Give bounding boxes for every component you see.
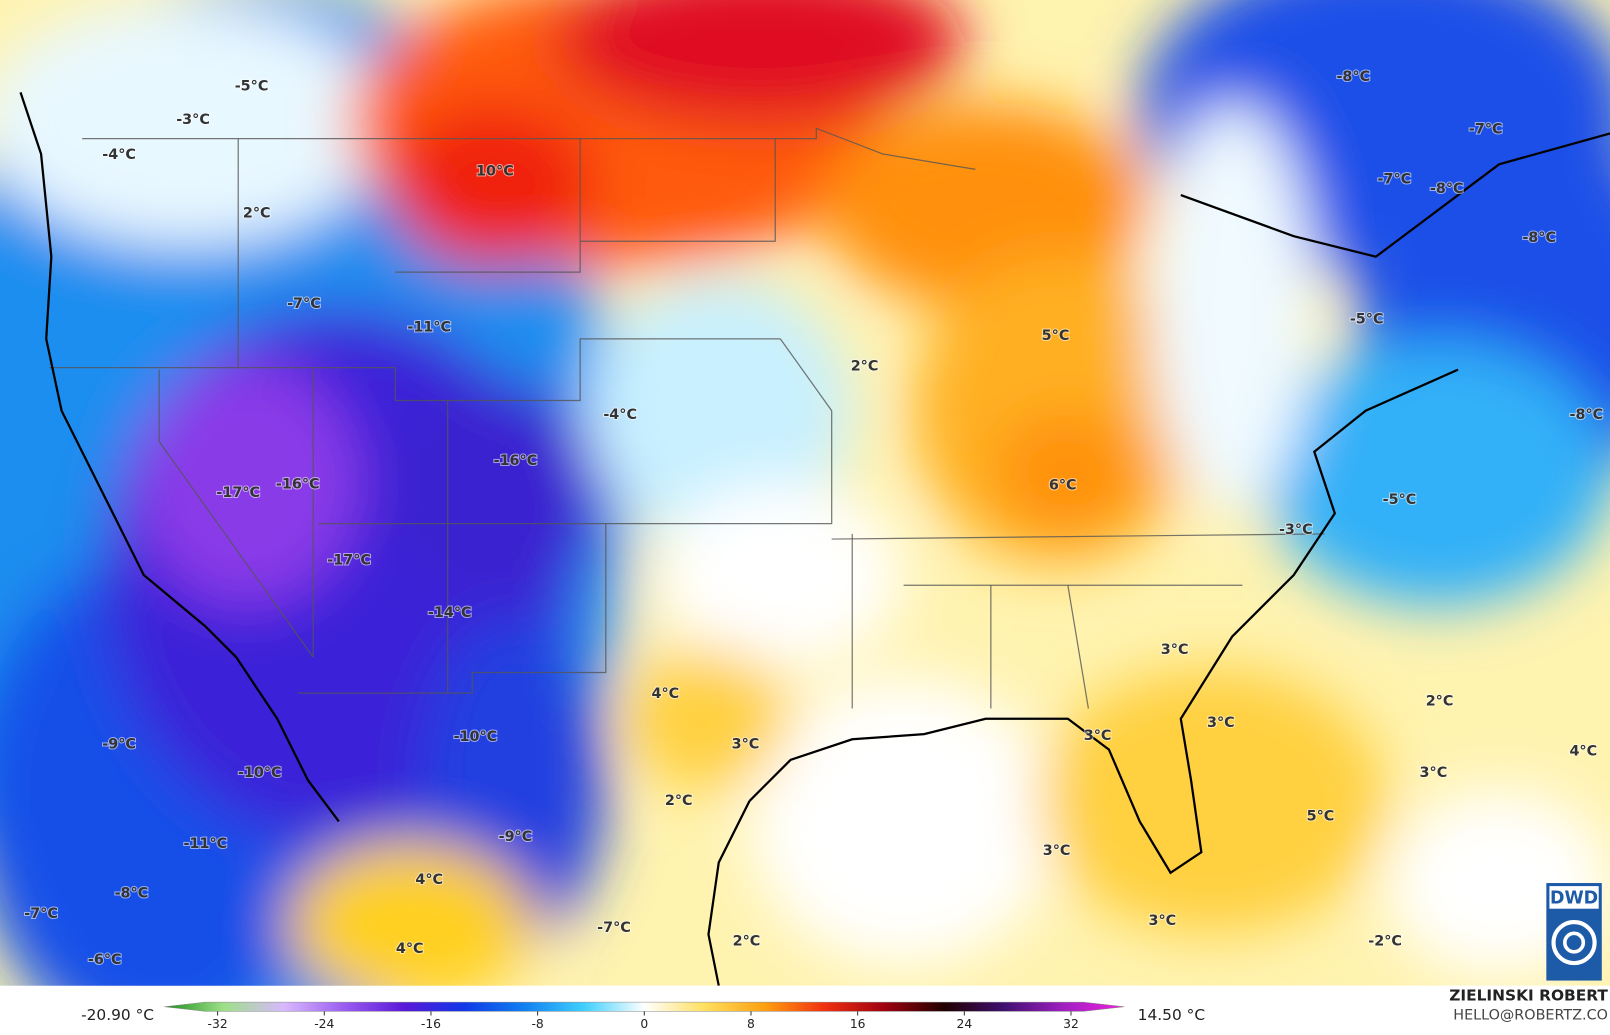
temperature-label: -3°C [1279,522,1313,538]
colorbar-tick-label: 24 [956,1017,972,1031]
coastlines [19,92,1610,986]
temperature-label: -4°C [603,407,637,423]
colorbar: -20.90 °C 14.50 °C -32 -24 -16 -8 0 8 16 24 32 [81,1001,1205,1031]
temperature-label: 10°C [476,163,514,179]
temperature-label: -6°C [88,952,122,968]
temperature-label: 3°C [1207,715,1235,731]
temperature-label: -7°C [1469,121,1503,137]
temperature-label: -8°C [1522,230,1556,246]
credit-contact: HELLO@ROBERTZ.CO [1453,1007,1608,1023]
temperature-label: -5°C [1383,492,1417,508]
temperature-label: 2°C [733,934,761,950]
temperature-label: -9°C [499,829,533,845]
colorbar-bar [164,1001,1125,1012]
temperature-label: -2°C [1368,934,1402,950]
temperature-label: -8°C [1570,407,1604,423]
temperature-label: -8°C [115,885,149,901]
temperature-label: -8°C [1336,69,1370,85]
temperature-label: 5°C [1307,808,1335,824]
temperature-label: -5°C [1350,311,1384,327]
colorbar-tick-label: -16 [421,1017,441,1031]
temperature-label: 2°C [665,793,693,809]
temperature-label: 3°C [732,736,760,752]
temperature-label: -5°C [235,78,269,94]
temperature-label: -4°C [102,147,136,163]
temperature-label: 3°C [1161,642,1189,658]
logo: DWD [1546,883,1602,981]
temperature-label: -14°C [428,605,472,621]
colorbar-min-label: -20.90 °C [81,1006,154,1024]
temperature-label: 3°C [1084,728,1112,744]
temperature-label: -17°C [327,553,371,569]
temperature-label: 2°C [243,206,271,222]
temperature-label: -3°C [176,112,210,128]
state-borders [49,127,1325,709]
temperature-label: -9°C [102,736,136,752]
temperature-label: -11°C [184,836,228,852]
temperature-label: -7°C [24,906,58,922]
temperature-label: -16°C [276,477,320,493]
temperature-label: -7°C [287,296,321,312]
colorbar-max-label: 14.50 °C [1138,1006,1205,1024]
temperature-label: -7°C [597,920,631,936]
map-labels: -5°C -3°C -4°C 10°C 2°C -7°C -11°C 2°C 5°C -4°C -1… [23,68,1604,969]
temperature-label: 3°C [1420,765,1448,781]
temperature-label: 4°C [1569,744,1597,760]
temperature-label: -17°C [216,485,260,501]
temperature-label: 3°C [1148,913,1176,929]
colorbar-tick-label: 0 [640,1017,648,1031]
temperature-label: 2°C [1426,693,1454,709]
credit-name: ZIELINSKI ROBERT [1449,986,1608,1004]
logo-text: DWD [1550,888,1598,908]
colorbar-tick-label: -8 [531,1017,543,1031]
colorbar-tick-label: 32 [1063,1017,1079,1031]
temperature-label: -16°C [494,453,538,469]
temperature-label: -11°C [407,320,451,336]
temperature-label: -10°C [454,729,498,745]
temperature-label: 2°C [851,359,879,375]
temperature-label: 4°C [396,941,424,957]
temperature-label: 6°C [1049,478,1077,494]
temperature-label: 3°C [1043,843,1071,859]
temperature-label: 5°C [1042,328,1070,344]
colorbar-tick-label: 8 [747,1017,755,1031]
temperature-label: 4°C [415,872,443,888]
colorbar-tick-label: -32 [208,1017,228,1031]
temperature-label: -10°C [238,765,282,781]
temperature-label: -7°C [1378,172,1412,188]
temperature-label: -8°C [1430,181,1464,197]
colorbar-tick-label: -24 [314,1017,334,1031]
temperature-label: 4°C [651,686,679,702]
colorbar-tick-label: 16 [850,1017,866,1031]
